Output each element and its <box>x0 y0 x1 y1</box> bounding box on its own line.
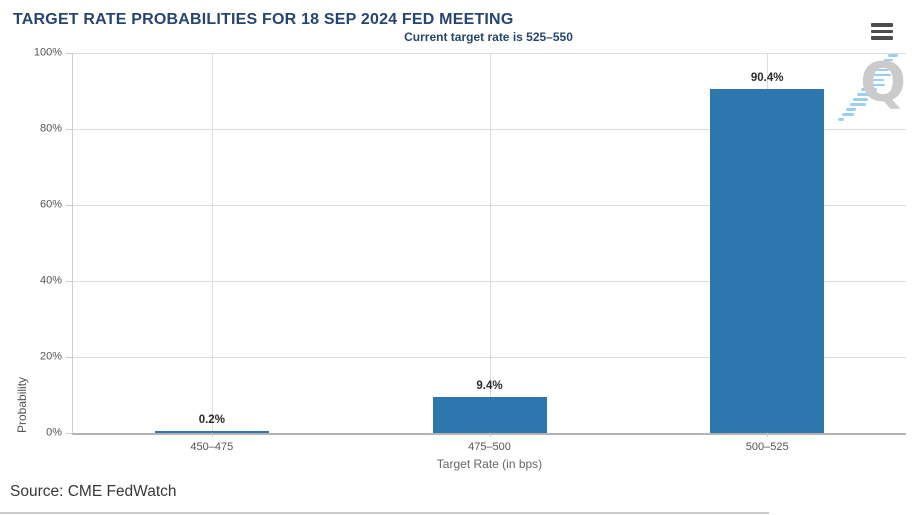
bar-value-label: 9.4% <box>476 380 503 393</box>
bar[interactable] <box>154 431 269 433</box>
bar-value-label: 90.4% <box>750 72 784 85</box>
source-note: Source: CME FedWatch <box>10 483 177 500</box>
y-tick-mark <box>66 129 73 130</box>
y-tick-label: 40% <box>39 274 62 287</box>
x-tick-mark <box>211 433 213 437</box>
x-tick-label: 475–500 <box>468 441 511 453</box>
gridline-v <box>489 53 491 433</box>
y-axis-title: Probability <box>15 376 29 433</box>
bar[interactable] <box>432 397 547 433</box>
y-tick-mark <box>66 53 73 54</box>
x-tick-label: 450–475 <box>190 441 234 453</box>
chart-title: TARGET RATE PROBABILITIES FOR 18 SEP 202… <box>13 11 514 28</box>
chart-context-menu-button[interactable] <box>869 18 897 42</box>
y-tick-mark <box>66 357 73 358</box>
bar-value-label: 0.2% <box>198 414 225 426</box>
y-tick-mark <box>66 205 73 206</box>
x-axis-title: Target Rate (in bps) <box>436 457 543 471</box>
x-tick-mark <box>767 433 769 437</box>
y-tick-mark <box>66 281 73 282</box>
y-tick-label: 100% <box>33 46 62 59</box>
y-tick-label: 20% <box>39 350 62 363</box>
y-tick-mark <box>66 433 73 434</box>
bar[interactable] <box>710 89 825 433</box>
x-tick-label: 500–525 <box>745 441 789 453</box>
y-tick-label: 0% <box>46 426 62 439</box>
y-tick-label: 80% <box>39 122 62 135</box>
hamburger-icon <box>871 23 895 40</box>
x-tick-mark <box>489 433 491 437</box>
bottom-divider <box>0 512 769 514</box>
chart-subtitle: Current target rate is 525–550 <box>404 30 573 44</box>
gridline-v <box>211 53 213 433</box>
plot-area: Probability Target Rate (in bps) 0% 20% 40… <box>15 46 906 471</box>
y-tick-label: 60% <box>39 198 62 211</box>
